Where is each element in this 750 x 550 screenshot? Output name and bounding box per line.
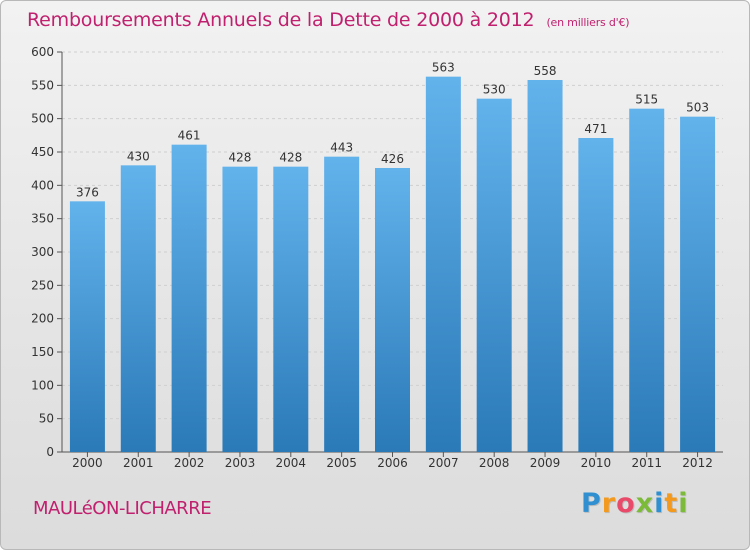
value-labels: 376 430 461 428 428 443 426 563 530 558 471 515 503 (76, 61, 709, 200)
value-label: 515 (635, 93, 658, 107)
bar (527, 80, 563, 452)
y-tick-label: 500 (31, 112, 54, 126)
logo-letter: i (654, 488, 665, 519)
bar (273, 166, 309, 452)
bar (476, 98, 512, 453)
y-tick-label: 250 (31, 278, 54, 292)
bar (171, 144, 207, 452)
y-tick-labels: 0 50 100 150 200 250 300 350 400 450 500 550 600 (31, 45, 54, 459)
proxiti-logo: Proxiti (581, 488, 691, 528)
x-tick-label: 2001 (123, 456, 154, 470)
bar (222, 166, 258, 452)
logo-letter: x (635, 488, 655, 519)
bar (578, 138, 614, 452)
value-label: 563 (432, 61, 455, 75)
bar (375, 168, 410, 452)
x-tick-label: 2006 (377, 456, 408, 470)
value-label: 426 (381, 152, 404, 166)
x-tick-label: 2010 (581, 456, 612, 470)
x-tick-label: 2012 (682, 456, 713, 470)
x-tick-label: 2007 (428, 456, 459, 470)
x-tick-label: 2011 (631, 456, 662, 470)
y-tick-label: 600 (31, 45, 54, 59)
logo-letter: r (601, 488, 617, 519)
value-label: 471 (584, 122, 607, 136)
x-tick-label: 2008 (479, 456, 510, 470)
value-label: 430 (127, 149, 150, 163)
y-tick-label: 400 (31, 178, 54, 192)
logo-letter: t (664, 488, 679, 519)
y-tick-label: 50 (39, 412, 54, 426)
x-tick-label: 2005 (326, 456, 357, 470)
y-tick-label: 450 (31, 145, 54, 159)
chart-title: Remboursements Annuels de la Dette de 20… (27, 9, 630, 31)
y-tick-label: 100 (31, 378, 54, 392)
bar (324, 156, 360, 452)
value-label: 503 (686, 101, 709, 115)
location-label: MAULéON-LICHARRE (33, 498, 212, 519)
chart-title-text: Remboursements Annuels de la Dette de 20… (27, 9, 535, 31)
x-tick-labels: 2000 2001 2002 2003 2004 2005 2006 2007 2008 2009… (72, 452, 713, 470)
value-label: 443 (330, 141, 353, 155)
unit-note: (en milliers d'€) (546, 16, 630, 29)
y-tick-label: 300 (31, 245, 54, 259)
value-label: 530 (483, 83, 506, 97)
x-tick-label: 2000 (72, 456, 103, 470)
value-label: 558 (534, 64, 557, 78)
x-tick-label: 2003 (225, 456, 256, 470)
x-tick-label: 2004 (276, 456, 307, 470)
bar (425, 76, 461, 453)
logo-letter: P (581, 488, 602, 519)
x-tick-label: 2009 (530, 456, 561, 470)
value-label: 461 (178, 129, 201, 143)
y-tick-label: 200 (31, 312, 54, 326)
bar (120, 165, 156, 453)
value-label: 428 (229, 151, 252, 165)
bars (69, 76, 716, 453)
logo-letter: i (678, 488, 689, 519)
bar (680, 116, 716, 453)
bar (629, 108, 665, 453)
y-tick-label: 550 (31, 78, 54, 92)
bar (69, 201, 105, 452)
value-label: 376 (76, 185, 99, 199)
x-tick-label: 2002 (174, 456, 205, 470)
y-tick-label: 350 (31, 212, 54, 226)
logo-letter: o (616, 488, 636, 519)
y-tick-label: 0 (46, 445, 54, 459)
value-label: 428 (279, 151, 302, 165)
y-tick-label: 150 (31, 345, 54, 359)
